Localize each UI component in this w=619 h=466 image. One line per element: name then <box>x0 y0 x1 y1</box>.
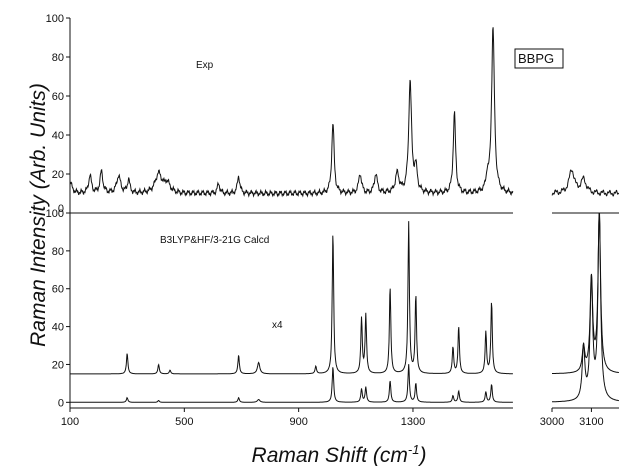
chart-axes <box>70 18 619 408</box>
y-tick-label: 20 <box>52 359 64 371</box>
x-tick-label: 1300 <box>401 416 425 428</box>
chart-series <box>70 27 619 402</box>
spectrum-line-p1-s1-main <box>70 364 513 402</box>
x-axis-title-main: Raman Shift (cm <box>252 444 408 466</box>
y-tick-label: 40 <box>52 130 64 142</box>
chart-ticks: 0204060801000204060801001005009001300300… <box>46 13 604 428</box>
y-tick-label: 60 <box>52 284 64 296</box>
x-axis-title: Raman Shift (cm-1) <box>252 442 427 466</box>
badge-label: BBPG <box>518 51 554 66</box>
series-annotation-x4: x4 <box>272 320 283 331</box>
y-tick-label: 40 <box>52 322 64 334</box>
y-axis-title: Raman Intensity (Arb. Units) <box>27 83 50 347</box>
compound-badge: BBPG <box>515 49 563 68</box>
spectrum-line-p1-s0-main <box>70 221 513 374</box>
x-tick-label: 500 <box>175 416 193 428</box>
panel-label-calcd: B3LYP&HF/3-21G Calcd <box>160 235 269 246</box>
panel-label-exp: Exp <box>196 60 214 71</box>
spectrum-line-p1-s0-break <box>552 213 619 374</box>
spectrum-line-p0-s0-break <box>552 170 619 196</box>
y-tick-label: 0 <box>58 397 64 409</box>
spectrum-line-p0-s0-main <box>70 27 513 196</box>
y-tick-label: 20 <box>52 169 64 181</box>
x-tick-label: 3100 <box>579 416 603 428</box>
x-tick-label: 3000 <box>540 416 564 428</box>
x-axis-title-sup: -1 <box>408 442 420 457</box>
x-tick-label: 100 <box>61 416 79 428</box>
y-tick-label: 80 <box>52 52 64 64</box>
x-tick-label: 900 <box>289 416 307 428</box>
y-tick-label: 60 <box>52 91 64 103</box>
y-tick-label: 80 <box>52 246 64 258</box>
y-tick-label: 100 <box>46 13 64 25</box>
